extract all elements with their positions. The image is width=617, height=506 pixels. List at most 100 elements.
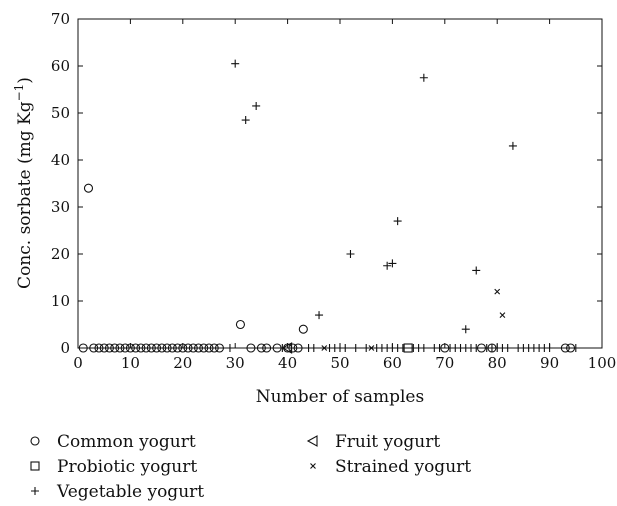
x-tick-label: 70 xyxy=(435,354,454,372)
series-common-yogurt xyxy=(78,183,576,353)
legend: Common yogurt Fruit yogurt Probiotic yogur… xyxy=(30,432,471,502)
point-common-yogurt xyxy=(83,183,94,193)
data-marks xyxy=(78,59,580,354)
point-common-yogurt xyxy=(162,343,172,353)
point-vegetable-yogurt xyxy=(388,259,397,268)
point-common-yogurt xyxy=(199,343,209,353)
y-tick-label: 70 xyxy=(51,10,70,28)
point-vegetable-yogurt xyxy=(383,261,392,270)
point-vegetable-yogurt xyxy=(252,101,261,110)
point-vegetable-yogurt xyxy=(472,266,481,275)
y-axis-label: Conc. sorbate (mg Kg−1) xyxy=(12,77,35,289)
point-common-yogurt xyxy=(94,343,104,353)
point-vegetable-yogurt xyxy=(315,311,324,320)
y-tick-label: 0 xyxy=(60,339,70,357)
y-tick-label: 60 xyxy=(51,57,70,75)
point-common-yogurt xyxy=(193,343,204,353)
point-common-yogurt xyxy=(262,343,272,353)
x-tick-label: 100 xyxy=(588,354,617,372)
point-vegetable-yogurt xyxy=(472,344,481,352)
point-common-yogurt xyxy=(246,343,256,353)
plot-frame xyxy=(77,18,603,349)
legend-item-common-yogurt: Common yogurt xyxy=(30,432,196,452)
point-strained-yogurt xyxy=(368,345,375,351)
legend-marker-probiotic-yogurt xyxy=(30,461,40,471)
point-vegetable-yogurt xyxy=(571,344,580,352)
point-common-yogurt xyxy=(560,343,570,353)
y-axis-label-end: ) xyxy=(15,77,35,84)
series-strained-yogurt xyxy=(321,288,506,351)
y-tick-label: 30 xyxy=(51,198,70,216)
x-tick-label: 30 xyxy=(226,354,245,372)
point-common-yogurt xyxy=(131,343,141,353)
x-tick-label: 10 xyxy=(121,354,140,372)
legend-item-fruit-yogurt: Fruit yogurt xyxy=(306,432,440,452)
point-common-yogurt xyxy=(104,343,114,353)
point-vegetable-yogurt xyxy=(419,344,428,352)
point-strained-yogurt xyxy=(499,312,506,318)
x-tick-label: 40 xyxy=(278,354,297,372)
legend-label-common-yogurt: Common yogurt xyxy=(57,432,196,452)
point-vegetable-yogurt xyxy=(346,250,355,258)
y-axis-label-main: Conc. sorbate (mg Kg xyxy=(15,101,35,289)
x-tick-label: 90 xyxy=(540,354,559,372)
y-tick-label: 20 xyxy=(51,245,70,263)
point-common-yogurt xyxy=(152,343,162,353)
legend-label-probiotic-yogurt: Probiotic yogurt xyxy=(57,457,197,477)
y-tick-label: 40 xyxy=(51,151,70,169)
point-common-yogurt xyxy=(188,343,198,353)
legend-item-strained-yogurt: Strained yogurt xyxy=(310,457,471,477)
point-vegetable-yogurt xyxy=(225,344,234,352)
y-tick-label: 10 xyxy=(51,292,70,310)
point-vegetable-yogurt xyxy=(419,73,428,82)
point-vegetable-yogurt xyxy=(503,344,512,352)
point-common-yogurt xyxy=(110,343,120,353)
point-common-yogurt xyxy=(298,324,308,334)
point-vegetable-yogurt xyxy=(461,325,470,334)
legend-marker-common-yogurt xyxy=(30,436,40,446)
point-common-yogurt xyxy=(120,343,130,353)
point-common-yogurt xyxy=(125,343,135,353)
point-vegetable-yogurt xyxy=(351,344,360,352)
point-vegetable-yogurt xyxy=(341,344,350,352)
legend-label-vegetable-yogurt: Vegetable yogurt xyxy=(56,482,204,502)
point-vegetable-yogurt xyxy=(278,344,287,352)
legend-label-strained-yogurt: Strained yogurt xyxy=(335,457,471,477)
y-tick-label: 50 xyxy=(51,104,70,122)
point-vegetable-yogurt xyxy=(545,344,554,352)
series-fruit-yogurt xyxy=(281,342,293,354)
x-tick-label: 50 xyxy=(330,354,349,372)
legend-marker-vegetable-yogurt xyxy=(31,487,39,495)
legend-item-probiotic-yogurt: Probiotic yogurt xyxy=(30,457,197,477)
x-tick-label: 0 xyxy=(73,354,83,372)
point-common-yogurt xyxy=(209,343,219,353)
point-vegetable-yogurt xyxy=(309,344,318,352)
point-vegetable-yogurt xyxy=(362,344,371,352)
axes: 0 10 20 30 40 50 60 70 80 90 100 0 10 20 30 40 50 60 70 xyxy=(51,10,616,372)
point-strained-yogurt xyxy=(321,345,328,351)
point-vegetable-yogurt xyxy=(231,59,240,68)
legend-marker-strained-yogurt xyxy=(310,463,316,469)
legend-item-vegetable-yogurt: Vegetable yogurt xyxy=(31,482,204,502)
point-common-yogurt xyxy=(78,343,88,353)
point-common-yogurt xyxy=(115,343,125,353)
point-common-yogurt xyxy=(235,319,245,330)
point-common-yogurt xyxy=(146,343,156,353)
point-common-yogurt xyxy=(256,343,266,353)
point-vegetable-yogurt xyxy=(241,116,250,125)
legend-label-fruit-yogurt: Fruit yogurt xyxy=(335,432,440,452)
point-vegetable-yogurt xyxy=(398,344,407,352)
x-tick-label: 60 xyxy=(383,354,402,372)
x-tick-label: 20 xyxy=(173,354,192,372)
point-common-yogurt xyxy=(178,343,188,353)
point-common-yogurt xyxy=(136,343,146,353)
point-common-yogurt xyxy=(141,343,151,353)
point-common-yogurt xyxy=(214,343,225,353)
x-tick-label: 80 xyxy=(488,354,507,372)
point-fruit-yogurt xyxy=(281,342,293,354)
point-common-yogurt xyxy=(293,343,303,353)
point-common-yogurt xyxy=(183,343,193,353)
y-axis-label-superscript: −1 xyxy=(12,84,26,102)
x-axis-label: Number of samples xyxy=(256,387,424,407)
